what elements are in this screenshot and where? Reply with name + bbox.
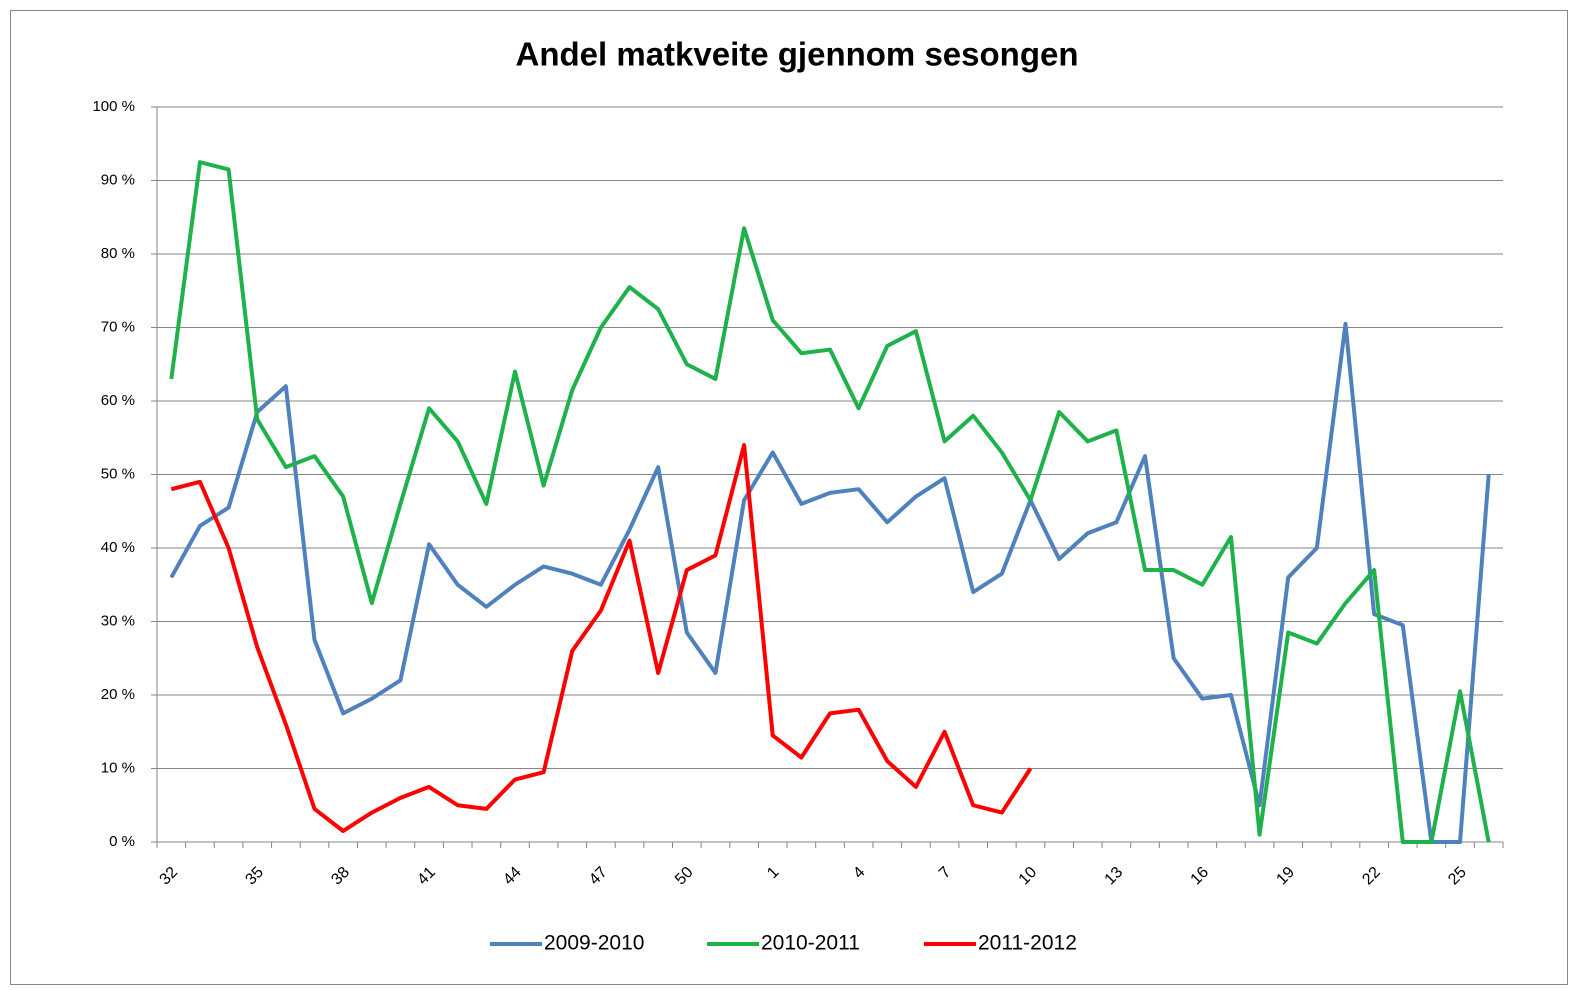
y-tick-label: 50 % <box>101 465 135 482</box>
y-tick-label: 80 % <box>101 245 135 262</box>
y-tick-label: 90 % <box>101 171 135 188</box>
y-tick-label: 30 % <box>101 612 135 629</box>
chart-frame <box>10 10 1568 985</box>
y-tick-label: 100 % <box>92 98 135 115</box>
y-tick-label: 60 % <box>101 392 135 409</box>
legend-label: 2011-2012 <box>978 932 1077 955</box>
y-tick-label: 0 % <box>109 833 135 850</box>
series-line <box>170 443 1033 833</box>
y-tick-label: 20 % <box>101 686 135 703</box>
legend-label: 2009-2010 <box>544 932 644 955</box>
chart-title: Andel matkveite gjennom sesongen <box>516 36 1079 73</box>
y-tick-label: 10 % <box>101 759 135 776</box>
series-line <box>169 321 1491 844</box>
legend-label: 2010-2011 <box>761 932 860 955</box>
series-line <box>169 160 1491 844</box>
y-tick-label: 40 % <box>101 539 135 556</box>
y-tick-label: 70 % <box>101 318 135 335</box>
